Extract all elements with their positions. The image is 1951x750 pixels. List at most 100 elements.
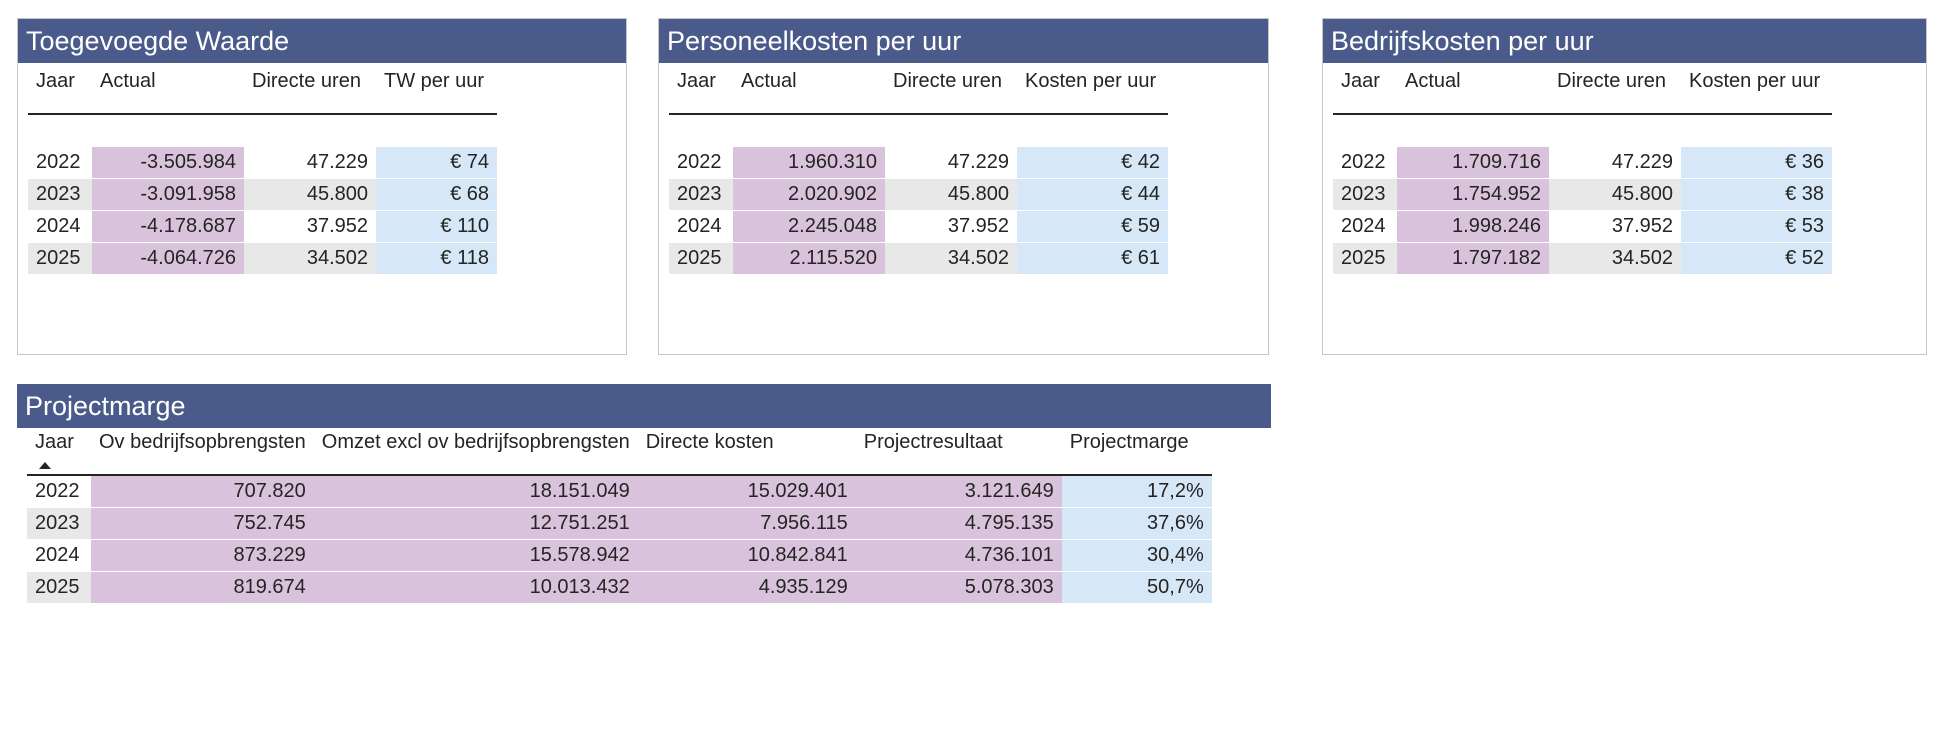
cell-directe-kosten: 10.842.841 [637, 539, 856, 572]
cell-directe-uren: 47.229 [885, 146, 1017, 179]
table-row[interactable]: 2024 1.998.246 37.952 € 53 [1333, 210, 1832, 243]
table-row[interactable]: 2023 752.745 12.751.251 7.956.115 4.795.… [27, 507, 1212, 540]
col-header-jaar[interactable]: Jaar [28, 69, 92, 115]
panel-projectmarge: Projectmarge Jaar Ov bedrijfsopbrengsten… [17, 384, 1271, 674]
table-row[interactable]: 2022 1.960.310 47.229 € 42 [669, 146, 1168, 179]
cell-jaar: 2022 [669, 146, 733, 179]
table-row[interactable]: 2024 2.245.048 37.952 € 59 [669, 210, 1168, 243]
panel-title: Personeelkosten per uur [659, 19, 1268, 63]
cell-directe-uren: 34.502 [885, 242, 1017, 275]
col-header-tw-per-uur[interactable]: TW per uur [376, 69, 497, 115]
table-row[interactable]: 2023 -3.091.958 45.800 € 68 [28, 178, 497, 211]
col-header-ov-bedrijfsopbrengsten[interactable]: Ov bedrijfsopbrengsten [91, 430, 314, 476]
cell-directe-uren: 34.502 [244, 242, 376, 275]
cell-kosten-per-uur: € 38 [1681, 178, 1832, 211]
cell-projectresultaat: 3.121.649 [855, 475, 1062, 508]
cell-directe-uren: 45.800 [1549, 178, 1681, 211]
panel-toegevoegde-waarde: Toegevoegde Waarde Jaar Actual Directe u… [17, 18, 627, 355]
cell-actual: -4.064.726 [92, 242, 244, 275]
cell-ov-bedrijfsopbrengsten: 819.674 [91, 571, 314, 604]
cell-actual: -4.178.687 [92, 210, 244, 243]
col-header-kosten-per-uur[interactable]: Kosten per uur [1017, 69, 1168, 115]
cell-jaar: 2023 [28, 178, 92, 211]
col-header-omzet-excl[interactable]: Omzet excl ov bedrijfsopbrengsten [313, 430, 638, 476]
cell-directe-uren: 37.952 [885, 210, 1017, 243]
cell-kosten-per-uur: € 42 [1017, 146, 1168, 179]
col-header-jaar[interactable]: Jaar [27, 430, 91, 476]
table-row[interactable]: 2023 2.020.902 45.800 € 44 [669, 178, 1168, 211]
cell-actual: 1.754.952 [1397, 178, 1549, 211]
cell-actual: -3.505.984 [92, 146, 244, 179]
cell-jaar: 2025 [669, 242, 733, 275]
cell-projectmarge: 37,6% [1061, 507, 1212, 540]
cell-directe-kosten: 15.029.401 [637, 475, 856, 508]
cell-jaar: 2022 [27, 475, 91, 508]
panel-title: Toegevoegde Waarde [18, 19, 626, 63]
col-header-actual[interactable]: Actual [92, 69, 244, 115]
col-header-actual[interactable]: Actual [1397, 69, 1549, 115]
panel-bedrijfskosten: Bedrijfskosten per uur Jaar Actual Direc… [1322, 18, 1927, 355]
cell-projectmarge: 30,4% [1061, 539, 1212, 572]
cell-omzet-excl: 15.578.942 [313, 539, 638, 572]
bedrijfskosten-table: Jaar Actual Directe uren Kosten per uur … [1333, 69, 1832, 275]
cell-projectresultaat: 4.736.101 [855, 539, 1062, 572]
cell-directe-uren: 45.800 [244, 178, 376, 211]
col-header-directe-uren[interactable]: Directe uren [1549, 69, 1681, 115]
cell-ov-bedrijfsopbrengsten: 752.745 [91, 507, 314, 540]
table-row[interactable]: 2023 1.754.952 45.800 € 38 [1333, 178, 1832, 211]
cell-actual: -3.091.958 [92, 178, 244, 211]
cell-actual: 1.998.246 [1397, 210, 1549, 243]
cell-actual: 1.709.716 [1397, 146, 1549, 179]
table-row[interactable]: 2025 2.115.520 34.502 € 61 [669, 242, 1168, 275]
cell-jaar: 2022 [1333, 146, 1397, 179]
cell-jaar: 2022 [28, 146, 92, 179]
table-row[interactable]: 2022 707.820 18.151.049 15.029.401 3.121… [27, 475, 1212, 508]
table-row[interactable]: 2025 -4.064.726 34.502 € 118 [28, 242, 497, 275]
col-header-projectresultaat[interactable]: Projectresultaat [855, 430, 1062, 476]
table-row[interactable]: 2022 1.709.716 47.229 € 36 [1333, 146, 1832, 179]
cell-jaar: 2025 [1333, 242, 1397, 275]
panel-title: Bedrijfskosten per uur [1323, 19, 1926, 63]
cell-omzet-excl: 10.013.432 [313, 571, 638, 604]
projectmarge-table: Jaar Ov bedrijfsopbrengsten Omzet excl o… [27, 430, 1212, 604]
col-header-directe-kosten[interactable]: Directe kosten [637, 430, 856, 476]
col-header-kosten-per-uur[interactable]: Kosten per uur [1681, 69, 1832, 115]
table-row[interactable]: 2025 1.797.182 34.502 € 52 [1333, 242, 1832, 275]
cell-omzet-excl: 12.751.251 [313, 507, 638, 540]
cell-jaar: 2023 [27, 507, 91, 540]
table-row[interactable]: 2024 -4.178.687 37.952 € 110 [28, 210, 497, 243]
cell-tw-per-uur: € 68 [376, 178, 497, 211]
cell-directe-kosten: 4.935.129 [637, 571, 856, 604]
col-header-jaar[interactable]: Jaar [1333, 69, 1397, 115]
col-header-directe-uren[interactable]: Directe uren [244, 69, 376, 115]
cell-jaar: 2024 [669, 210, 733, 243]
cell-actual: 2.245.048 [733, 210, 885, 243]
cell-projectresultaat: 4.795.135 [855, 507, 1062, 540]
table-row[interactable]: 2022 -3.505.984 47.229 € 74 [28, 146, 497, 179]
col-header-actual[interactable]: Actual [733, 69, 885, 115]
cell-jaar: 2025 [28, 242, 92, 275]
cell-tw-per-uur: € 110 [376, 210, 497, 243]
cell-directe-uren: 34.502 [1549, 242, 1681, 275]
cell-projectmarge: 17,2% [1061, 475, 1212, 508]
cell-jaar: 2024 [1333, 210, 1397, 243]
cell-kosten-per-uur: € 36 [1681, 146, 1832, 179]
cell-kosten-per-uur: € 61 [1017, 242, 1168, 275]
cell-directe-uren: 37.952 [244, 210, 376, 243]
cell-omzet-excl: 18.151.049 [313, 475, 638, 508]
cell-jaar: 2023 [1333, 178, 1397, 211]
cell-projectmarge: 50,7% [1061, 571, 1212, 604]
col-header-jaar[interactable]: Jaar [669, 69, 733, 115]
cell-directe-uren: 47.229 [1549, 146, 1681, 179]
col-header-directe-uren[interactable]: Directe uren [885, 69, 1017, 115]
table-row[interactable]: 2025 819.674 10.013.432 4.935.129 5.078.… [27, 571, 1212, 604]
col-header-projectmarge[interactable]: Projectmarge [1061, 430, 1212, 476]
cell-directe-uren: 37.952 [1549, 210, 1681, 243]
cell-actual: 1.797.182 [1397, 242, 1549, 275]
table-row[interactable]: 2024 873.229 15.578.942 10.842.841 4.736… [27, 539, 1212, 572]
cell-kosten-per-uur: € 53 [1681, 210, 1832, 243]
cell-kosten-per-uur: € 52 [1681, 242, 1832, 275]
sort-ascending-icon[interactable] [39, 462, 51, 469]
cell-directe-kosten: 7.956.115 [637, 507, 856, 540]
tw-table: Jaar Actual Directe uren TW per uur 2022… [28, 69, 497, 275]
